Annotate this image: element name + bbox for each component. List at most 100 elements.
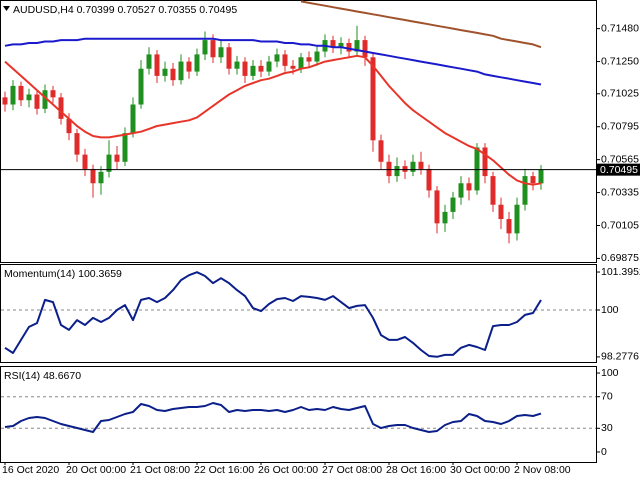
candle-body — [218, 47, 224, 58]
candle-body — [522, 176, 528, 205]
candle-body — [74, 133, 80, 155]
candle-body — [442, 211, 448, 224]
candle-body — [26, 94, 32, 101]
x-tick-label: 20 Oct 00:00 — [66, 464, 126, 476]
y-tick-label: 98.2776 — [601, 351, 639, 363]
candle-body — [122, 133, 128, 162]
candle-body — [346, 42, 352, 52]
candle-body — [338, 42, 344, 48]
candle-body — [226, 47, 232, 69]
indicator-line — [300, 0, 542, 49]
y-tick-label: 100 — [601, 304, 619, 316]
candle-body — [18, 85, 24, 101]
candle-body — [50, 90, 56, 98]
candle-body — [114, 154, 120, 162]
x-tick-label: 21 Oct 08:00 — [130, 464, 190, 476]
candle-body — [306, 57, 312, 62]
y-tick-label: 0.69875 — [601, 252, 639, 264]
menu-triangle — [3, 6, 10, 11]
x-tick-label: 16 Oct 2020 — [2, 464, 59, 476]
panel-frame — [0, 264, 597, 363]
panel-title: RSI(14) 48.6670 — [4, 370, 81, 382]
candle-body — [66, 118, 72, 134]
candle-body — [434, 190, 440, 224]
price-label-box — [597, 163, 640, 176]
candle-body — [258, 65, 264, 72]
x-tick-label: 2 Nov 08:00 — [514, 464, 571, 476]
candle-body — [170, 68, 176, 81]
candle-body — [474, 147, 480, 191]
candle-body — [426, 168, 432, 191]
candle-body — [394, 166, 400, 177]
candle-body — [2, 97, 8, 105]
x-tick-label: 26 Oct 00:00 — [258, 464, 318, 476]
y-tick-label: 0.70335 — [601, 186, 639, 198]
y-tick-label: 0.71480 — [601, 22, 639, 34]
candle-body — [362, 40, 368, 58]
candle-body — [458, 183, 464, 198]
indicator-line — [4, 54, 542, 186]
candle-body — [58, 97, 64, 119]
candle-body — [146, 54, 152, 69]
candle-body — [514, 204, 520, 234]
panel-title: Momentum(14) 100.3659 — [4, 268, 122, 280]
candle-body — [42, 90, 48, 109]
y-tick-label: 0.71250 — [601, 55, 639, 67]
candle-body — [250, 65, 256, 76]
y-tick-label: 0.70105 — [601, 219, 639, 231]
x-tick-label: 28 Oct 16:00 — [386, 464, 446, 476]
candle-body — [354, 40, 360, 52]
candle-body — [186, 61, 192, 72]
candle-body — [330, 40, 336, 48]
candle-body — [450, 197, 456, 212]
candle-body — [402, 166, 408, 172]
candle-body — [482, 147, 488, 177]
candle-body — [242, 61, 248, 76]
candle-body — [274, 54, 280, 62]
candle-body — [130, 104, 136, 134]
panel-title: AUDUSD,H4 0.70399 0.70527 0.70355 0.7049… — [13, 4, 237, 16]
candle-body — [530, 176, 536, 184]
candle-body — [98, 171, 104, 184]
candle-body — [378, 140, 384, 162]
y-tick-label: 70 — [601, 390, 613, 402]
candle-body — [314, 51, 320, 62]
candle-body — [466, 183, 472, 191]
candle-body — [90, 168, 96, 184]
x-tick-label: 22 Oct 16:00 — [194, 464, 254, 476]
candle-body — [106, 154, 112, 172]
candle-body — [154, 54, 160, 76]
y-tick-label: 100 — [601, 367, 619, 379]
y-tick-label: 101.3952 — [601, 266, 640, 278]
panel-frame — [0, 366, 597, 463]
candle-body — [10, 85, 16, 105]
candle-body — [386, 161, 392, 177]
candle-body — [490, 176, 496, 205]
candle-body — [370, 57, 376, 141]
y-tick-label: 0 — [601, 446, 607, 458]
candle-body — [210, 40, 216, 58]
y-tick-label: 0.71025 — [601, 88, 639, 100]
indicator-line — [4, 402, 542, 433]
candle-body — [298, 57, 304, 69]
candle-body — [138, 68, 144, 105]
y-tick-label: 0.70795 — [601, 120, 639, 132]
indicator-line — [4, 37, 542, 86]
candle-body — [202, 40, 208, 55]
candle-body — [498, 204, 504, 220]
candle-body — [506, 219, 512, 234]
candle-body — [290, 65, 296, 69]
x-tick-label: 30 Oct 00:00 — [450, 464, 510, 476]
candle-body — [234, 61, 240, 69]
price-label: 0.70495 — [600, 164, 638, 176]
candle-body — [82, 154, 88, 169]
x-tick-label: 27 Oct 08:00 — [322, 464, 382, 476]
indicator-line — [4, 271, 542, 358]
candle-body — [178, 61, 184, 81]
candle-body — [282, 54, 288, 66]
candle-body — [266, 61, 272, 72]
candle-body — [162, 68, 168, 76]
candle-body — [538, 169, 544, 184]
y-tick-label: 30 — [601, 422, 613, 434]
